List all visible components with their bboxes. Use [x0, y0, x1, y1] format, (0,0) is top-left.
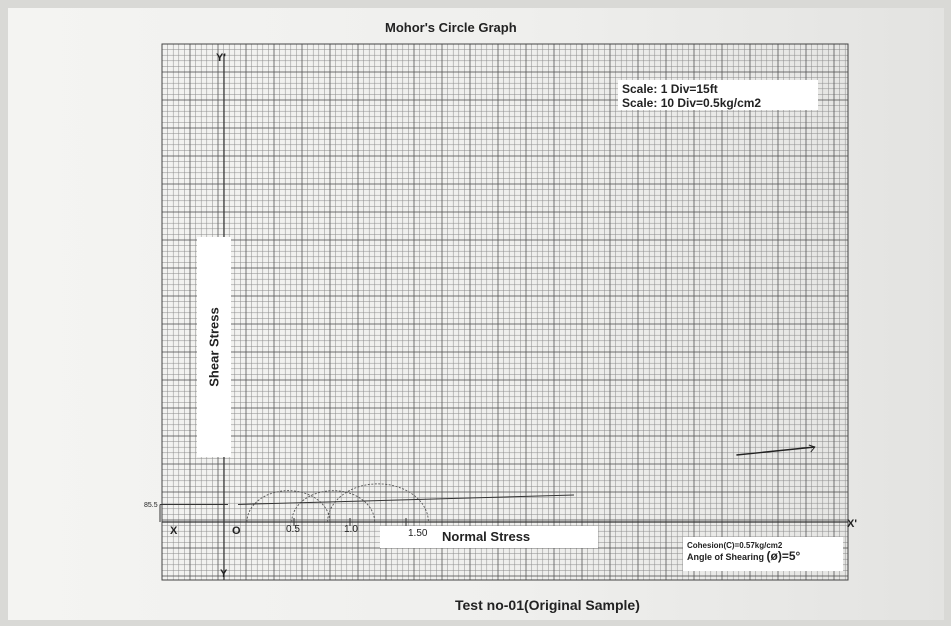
- failure-envelope: [237, 494, 575, 506]
- mohr-circle: [291, 490, 376, 523]
- y-axis-bottom-letter: Y: [220, 568, 228, 580]
- y-axis-label: Shear Stress: [206, 307, 222, 387]
- grid-lines: [161, 43, 848, 580]
- x-axis-label: Normal Stress: [442, 529, 531, 544]
- intercept-label: 85.5: [144, 502, 158, 509]
- graph-paper: [8, 8, 944, 620]
- footer-caption: Test no-01(Original Sample): [455, 597, 640, 613]
- results-box: Cohesion(C)=0.57kg/cm2 Angle of Shearing…: [683, 537, 843, 571]
- x-tick-label: 1.50: [408, 528, 428, 539]
- angle-symbol: (ø): [766, 549, 782, 563]
- envelope-arrow: [808, 444, 816, 453]
- mohr-circle: [327, 483, 429, 523]
- envelope-end-segment: [736, 446, 815, 456]
- scale-line-1: Scale: 1 Div=15ft: [622, 82, 718, 96]
- cohesion-label: Cohesion(C)=0.57kg/cm2: [687, 541, 783, 550]
- cohesion-bracket: [159, 504, 228, 522]
- x-axis-right-letter: X': [847, 518, 857, 530]
- origin-label: O: [232, 525, 241, 537]
- scale-line-2: Scale: 10 Div=0.5kg/cm2: [622, 96, 762, 110]
- angle-prefix: Angle of Shearing: [687, 552, 767, 562]
- mohr-circle: [246, 490, 331, 523]
- angle-label: Angle of Shearing (ø)=5°: [687, 549, 839, 563]
- chart-title: Mohor's Circle Graph: [385, 20, 517, 35]
- x-axis-label-box: 1.50 Normal Stress: [380, 526, 598, 548]
- grid-major-lines: [161, 43, 848, 580]
- x-tick-label: 1.0: [344, 524, 358, 535]
- x-axis-left-letter: X: [170, 525, 178, 537]
- y-axis-top-letter: Y': [216, 52, 226, 64]
- grid-border: [161, 43, 849, 581]
- scale-box: Scale: 1 Div=15ft Scale: 10 Div=0.5kg/cm…: [618, 80, 818, 110]
- x-tick-label: 0.5: [286, 524, 300, 535]
- y-axis-label-box: Shear Stress: [197, 237, 231, 457]
- angle-value: =5°: [781, 549, 801, 563]
